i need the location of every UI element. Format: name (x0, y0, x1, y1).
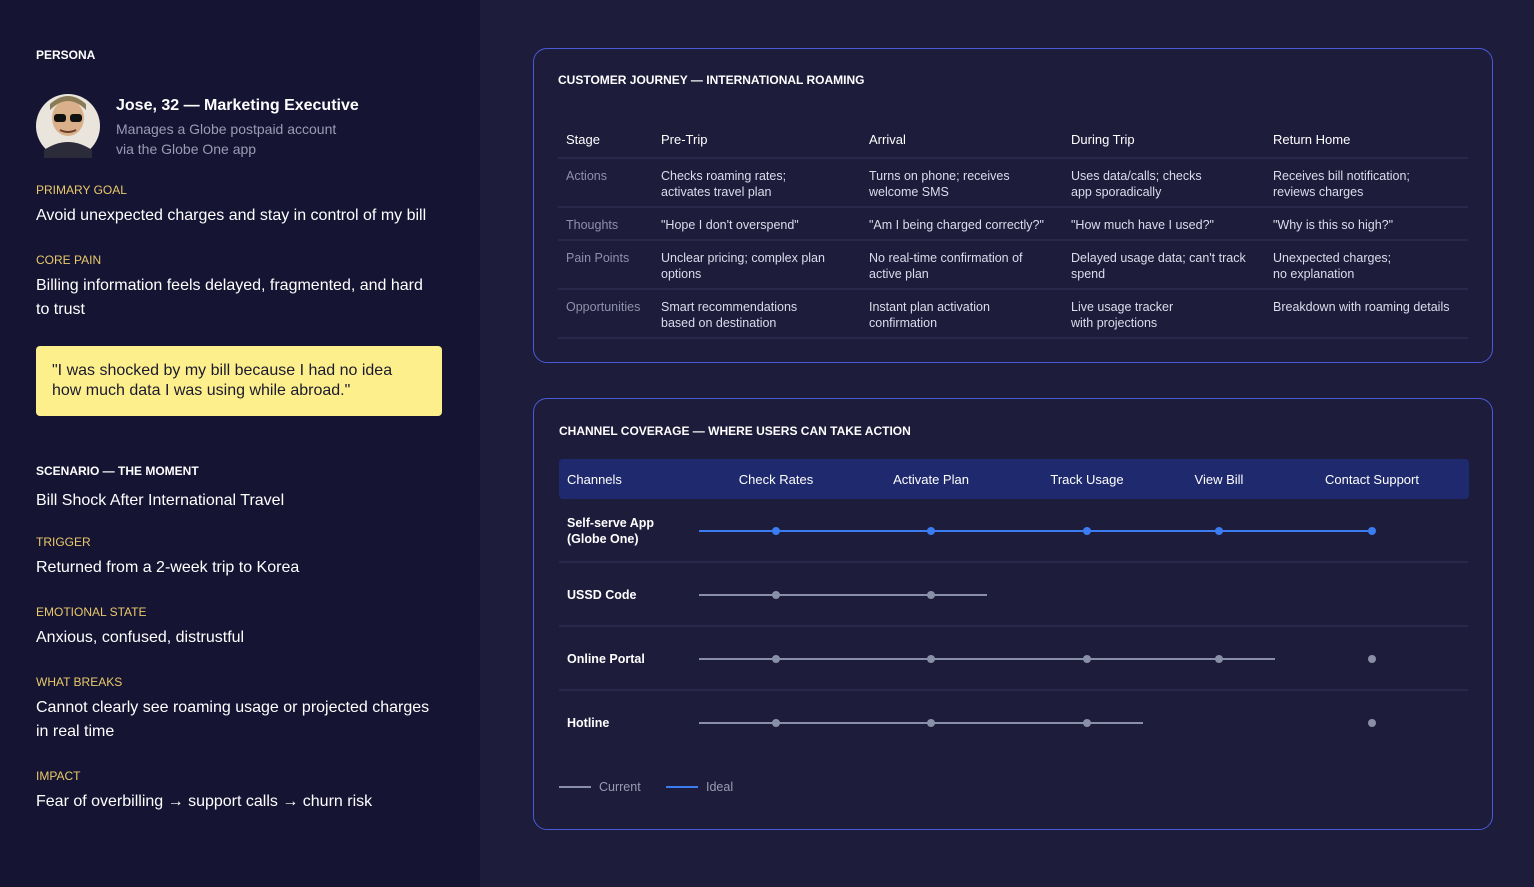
table-header: Activate Plan (893, 471, 969, 487)
channel-name: Self-serve App (567, 515, 655, 530)
quote-text: "I was shocked by my bill because I had … (52, 362, 393, 379)
persona-description: via the Globe One app (116, 141, 257, 157)
field-label: CORE PAIN (36, 253, 102, 267)
table-cell: Receives bill notification; (1273, 168, 1410, 183)
channel-card (533, 398, 1493, 830)
field-label: EMOTIONAL STATE (36, 605, 147, 619)
table-cell: spend (1071, 266, 1106, 281)
field-value: Avoid unexpected charges and stay in con… (36, 207, 427, 224)
table-cell: active plan (869, 266, 929, 281)
table-cell: Unexpected charges; (1273, 250, 1392, 265)
coverage-dot (1215, 527, 1223, 535)
card-title: CUSTOMER JOURNEY — INTERNATIONAL ROAMING (558, 73, 865, 87)
table-cell: Live usage tracker (1071, 299, 1174, 314)
field-label: IMPACT (36, 769, 81, 783)
quote-box (36, 346, 442, 416)
channel-header-bar (559, 459, 1469, 499)
table-header: Track Usage (1050, 471, 1124, 487)
row-label: Pain Points (566, 250, 630, 265)
coverage-dot (1083, 527, 1091, 535)
coverage-dot (927, 655, 935, 663)
field-value: in real time (36, 723, 115, 740)
field-value: Cannot clearly see roaming usage or proj… (36, 699, 430, 716)
table-header: Contact Support (1325, 471, 1419, 487)
section-heading: SCENARIO — THE MOMENT (36, 464, 199, 478)
coverage-dot (1368, 655, 1376, 663)
coverage-dot (772, 655, 780, 663)
table-cell: Smart recommendations (661, 299, 798, 314)
table-cell: app sporadically (1071, 184, 1162, 199)
table-header: Stage (566, 131, 600, 147)
table-cell: no explanation (1273, 266, 1355, 281)
table-header: Channels (567, 471, 622, 487)
channel-name: Online Portal (567, 651, 645, 666)
table-header: Return Home (1273, 131, 1351, 147)
scenario-title: Bill Shock After International Travel (36, 492, 285, 509)
table-cell: based on destination (661, 315, 777, 330)
field-value: to trust (36, 301, 85, 318)
row-label: Opportunities (566, 299, 641, 314)
quote-text: how much data I was using while abroad." (52, 382, 351, 399)
section-heading: PERSONA (36, 48, 96, 62)
field-label: WHAT BREAKS (36, 675, 123, 689)
table-header: During Trip (1071, 131, 1135, 147)
table-cell: Unclear pricing; complex plan (661, 250, 825, 265)
table-cell: Uses data/calls; checks (1071, 168, 1202, 183)
table-cell: Turns on phone; receives (869, 168, 1010, 183)
table-cell: with projections (1071, 315, 1158, 330)
table-header: Arrival (869, 131, 906, 147)
legend-label: Current (599, 779, 641, 794)
field-label: TRIGGER (36, 535, 91, 549)
row-label: Thoughts (566, 217, 619, 232)
field-value: Returned from a 2-week trip to Korea (36, 559, 300, 576)
coverage-dot (1368, 719, 1376, 727)
field-value: Billing information feels delayed, fragm… (36, 277, 423, 294)
field-label: PRIMARY GOAL (36, 183, 127, 197)
table-cell: Delayed usage data; can't track (1071, 250, 1246, 265)
field-value: Fear of overbilling → support calls → ch… (36, 793, 373, 810)
table-cell: options (661, 266, 702, 281)
field-value: Anxious, confused, distrustful (36, 629, 245, 646)
coverage-dot (927, 527, 935, 535)
table-cell: welcome SMS (869, 184, 949, 199)
table-cell: No real-time confirmation of (869, 250, 1023, 265)
table-cell: "Am I being charged correctly?" (869, 217, 1044, 232)
persona-name: Jose, 32 — Marketing Executive (116, 97, 359, 114)
table-cell: "How much have I used?" (1071, 217, 1214, 232)
avatar (36, 94, 100, 158)
channel-name: (Globe One) (567, 531, 639, 546)
coverage-dot (1368, 527, 1376, 535)
coverage-dot (927, 591, 935, 599)
table-cell: confirmation (869, 315, 938, 330)
table-header: Check Rates (738, 471, 814, 487)
table-header: Pre-Trip (661, 131, 708, 147)
table-cell: Instant plan activation (869, 299, 990, 314)
coverage-dot (772, 591, 780, 599)
channel-name: Hotline (567, 715, 610, 730)
persona-description: Manages a Globe postpaid account (116, 121, 337, 137)
card-title: CHANNEL COVERAGE — WHERE USERS CAN TAKE … (559, 424, 911, 438)
table-cell: "Why is this so high?" (1273, 217, 1394, 232)
journey-card (533, 48, 1493, 363)
table-cell: Checks roaming rates; (661, 168, 787, 183)
row-label: Actions (566, 168, 607, 183)
channel-name: USSD Code (567, 587, 637, 602)
coverage-dot (927, 719, 935, 727)
coverage-dot (1215, 655, 1223, 663)
table-cell: Breakdown with roaming details (1273, 299, 1450, 314)
coverage-dot (772, 719, 780, 727)
table-cell: reviews charges (1273, 184, 1364, 199)
coverage-dot (1083, 655, 1091, 663)
table-cell: activates travel plan (661, 184, 772, 199)
table-cell: "Hope I don't overspend" (661, 217, 799, 232)
legend-label: Ideal (706, 779, 734, 794)
table-header: View Bill (1194, 471, 1244, 487)
coverage-dot (1083, 719, 1091, 727)
coverage-dot (772, 527, 780, 535)
